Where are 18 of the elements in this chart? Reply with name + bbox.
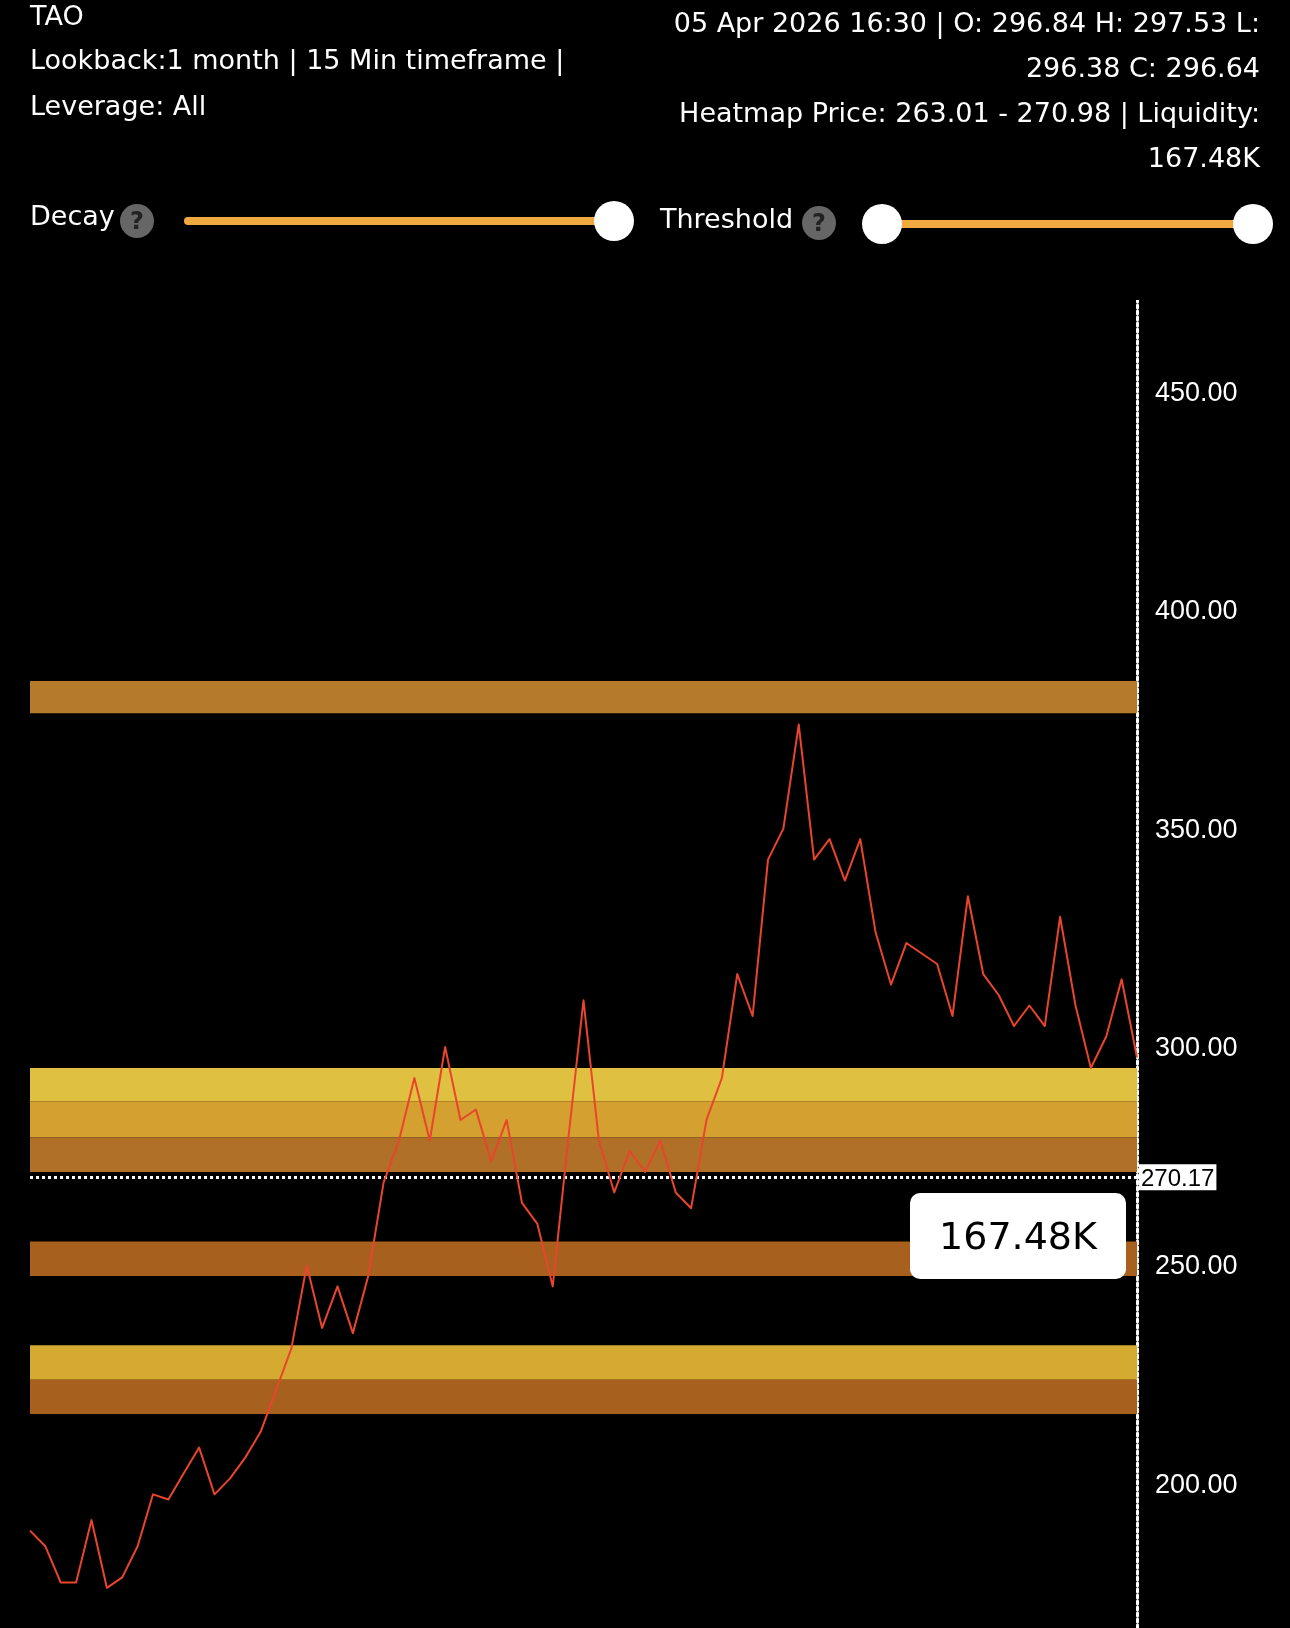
y-tick-label: 200.00 — [1155, 1468, 1238, 1499]
y-tick-label: 450.00 — [1155, 376, 1238, 407]
annotation: 167.48K — [910, 1193, 1126, 1279]
help-icon: ? — [120, 204, 154, 238]
text: Leverage: All — [30, 90, 207, 121]
y-tick-label: 250.00 — [1155, 1250, 1238, 1281]
y-tick-label: 300.00 — [1155, 1032, 1238, 1062]
line-series — [29, 723, 1138, 1589]
help-icon: ? — [802, 206, 836, 240]
text: Heatmap Price: 263.01 - 270.98 | Liquidity: 167.48K — [678, 96, 1260, 175]
text: 05 Apr 2026 16:30 | O: 296.84 H: 297.53 L: 296.38 C: 296.64 — [672, 6, 1260, 85]
y-tick-label: 350.00 — [1155, 813, 1238, 844]
y-tick-label: 400.00 — [1155, 595, 1238, 626]
chart-title: TAO — [30, 0, 84, 31]
chart-subtitle: Lookback:1 month | 15 Min timeframe | — [30, 44, 565, 75]
ref-line-label: 270.17 — [1141, 1163, 1215, 1191]
text: Decay — [30, 200, 115, 231]
text: Threshold — [660, 203, 794, 234]
